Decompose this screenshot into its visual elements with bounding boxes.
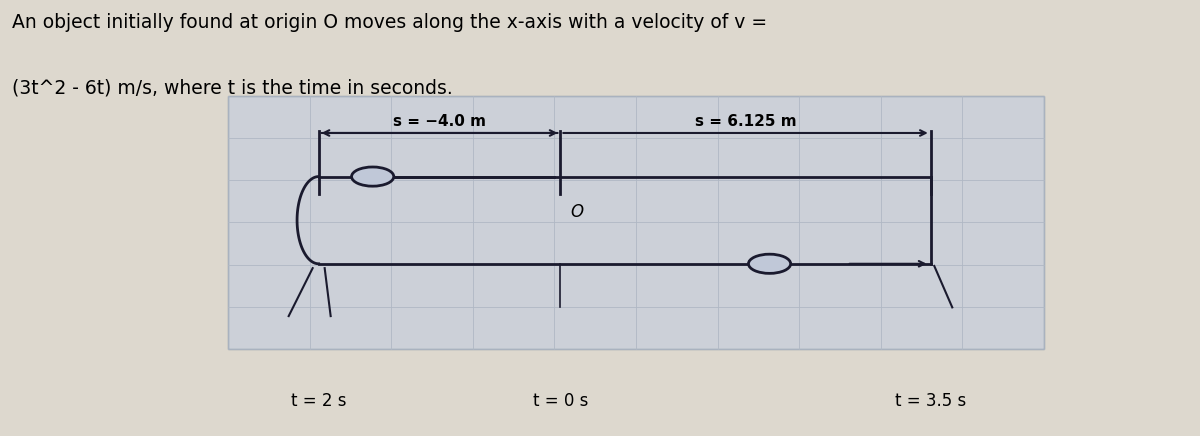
Text: An object initially found at origin O moves along the x-axis with a velocity of : An object initially found at origin O mo… (12, 13, 767, 32)
Text: (3t^2 - 6t) m/s, where t is the time in seconds.: (3t^2 - 6t) m/s, where t is the time in … (12, 78, 452, 98)
Text: t = 3.5 s: t = 3.5 s (895, 392, 966, 410)
Ellipse shape (749, 254, 791, 273)
Text: O: O (570, 203, 583, 221)
Text: s = −4.0 m: s = −4.0 m (394, 115, 486, 129)
Ellipse shape (352, 167, 394, 186)
Text: t = 2 s: t = 2 s (290, 392, 347, 410)
FancyBboxPatch shape (228, 96, 1044, 349)
Text: t = 0 s: t = 0 s (533, 392, 588, 410)
Text: s = 6.125 m: s = 6.125 m (695, 115, 797, 129)
